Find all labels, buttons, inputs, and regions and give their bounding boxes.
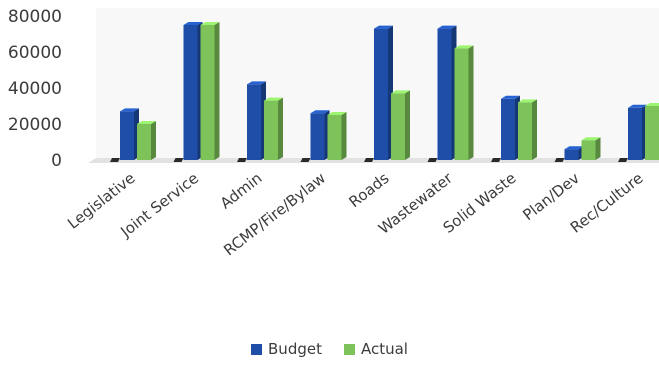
bar-budget-7 [564, 146, 584, 160]
bar-budget-3 [310, 110, 330, 160]
bar-budget-6 [501, 95, 520, 160]
y-tick-label: 40000 [8, 79, 62, 99]
bar-budget-0 [120, 108, 139, 160]
bar-actual-8 [645, 103, 659, 160]
bar-actual-0 [137, 121, 156, 160]
bar-actual-1 [200, 22, 220, 160]
zero-base-marker [618, 158, 628, 162]
legend-label-actual: Actual [360, 340, 408, 358]
legend-swatch-actual [343, 343, 355, 355]
bar-actual-4 [391, 90, 410, 160]
legend-swatch-budget [251, 343, 263, 355]
x-category-label: Admin [217, 169, 266, 213]
y-tick-label: 60000 [8, 43, 62, 63]
legend-item-actual: Actual [343, 340, 408, 358]
legend: Budget Actual [0, 340, 659, 358]
zero-base-marker [554, 158, 565, 162]
bar-actual-3 [327, 112, 347, 160]
y-tick-label: 20000 [8, 115, 62, 135]
bar-budget-8 [628, 104, 647, 160]
y-tick-label: 0 [51, 151, 62, 171]
legend-item-budget: Budget [251, 340, 322, 358]
y-tick-label: 80000 [8, 7, 62, 27]
bar-actual-2 [264, 97, 283, 160]
zero-base-marker [491, 158, 501, 162]
bar-budget-2 [247, 81, 266, 160]
legend-label-budget: Budget [268, 340, 322, 358]
bar-budget-1 [183, 22, 203, 160]
bar-budget-5 [437, 25, 457, 160]
bar-actual-6 [518, 99, 537, 160]
bar-budget-4 [374, 25, 393, 160]
zero-base-marker [300, 158, 311, 162]
zero-base-marker [173, 158, 184, 162]
zero-base-marker [237, 158, 247, 162]
zero-base-marker [427, 158, 438, 162]
zero-base-marker [364, 158, 374, 162]
x-category-label: Plan/Dev [519, 169, 583, 224]
bar-actual-5 [454, 45, 474, 160]
bar-actual-7 [581, 137, 601, 160]
zero-base-marker [110, 158, 120, 162]
x-category-label: Roads [346, 169, 393, 211]
